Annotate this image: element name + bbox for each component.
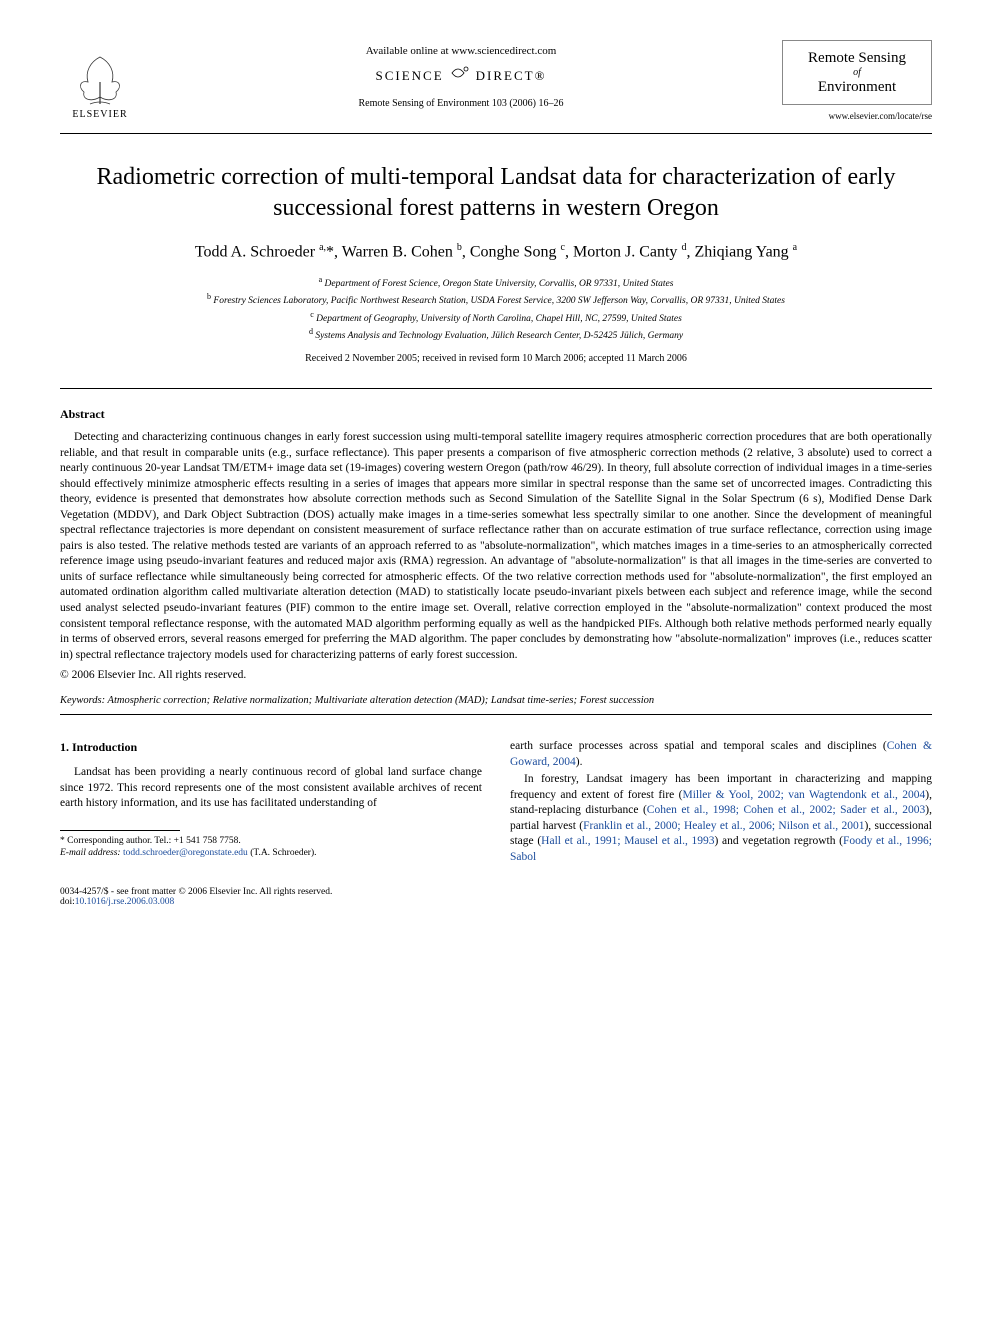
email-post: (T.A. Schroeder).	[250, 848, 316, 858]
keywords-list: Atmospheric correction; Relative normali…	[108, 695, 655, 706]
section-title: Introduction	[72, 740, 137, 754]
sd-swirl-icon	[448, 63, 472, 88]
page-footer: 0034-4257/$ - see front matter © 2006 El…	[60, 887, 932, 907]
ref-franklin-2000[interactable]: Franklin et al., 2000; Healey et al., 20…	[583, 820, 864, 832]
keywords-label: Keywords:	[60, 695, 105, 706]
doi-label: doi:	[60, 897, 75, 907]
ref-hall-1991[interactable]: Hall et al., 1991; Mausel et al., 1993	[541, 835, 714, 847]
elsevier-tree-icon	[70, 52, 130, 107]
affiliation-a: a Department of Forest Science, Oregon S…	[60, 274, 932, 291]
authors-line: Todd A. Schroeder a,*, Warren B. Cohen b…	[60, 242, 932, 261]
publisher-label: ELSEVIER	[72, 109, 127, 120]
available-online-text: Available online at www.sciencedirect.co…	[140, 45, 782, 57]
footnote-rule	[60, 830, 180, 831]
citation-line: Remote Sensing of Environment 103 (2006)…	[140, 98, 782, 109]
affiliation-c: c Department of Geography, University of…	[60, 309, 932, 326]
post-keywords-rule	[60, 714, 932, 715]
doi-value[interactable]: 10.1016/j.rse.2006.03.008	[75, 897, 174, 907]
journal-of: of	[787, 67, 927, 78]
abstract-copyright: © 2006 Elsevier Inc. All rights reserved…	[60, 669, 932, 681]
journal-cover-box: Remote Sensing of Environment	[782, 40, 932, 105]
front-matter-line: 0034-4257/$ - see front matter © 2006 El…	[60, 887, 332, 897]
pre-abstract-rule	[60, 388, 932, 389]
intro-para-2: In forestry, Landsat imagery has been im…	[510, 772, 932, 865]
journal-title-line2: Environment	[787, 78, 927, 96]
column-right: earth surface processes across spatial a…	[510, 739, 932, 867]
journal-box-wrapper: Remote Sensing of Environment www.elsevi…	[782, 40, 932, 121]
sd-word-right: DIRECT®	[476, 68, 547, 84]
body-columns: 1. Introduction Landsat has been providi…	[60, 739, 932, 867]
abstract-body: Detecting and characterizing continuous …	[60, 430, 932, 663]
p1-post: ).	[576, 756, 583, 768]
header-rule	[60, 133, 932, 134]
publisher-logo: ELSEVIER	[60, 40, 140, 120]
section-1-heading: 1. Introduction	[60, 739, 482, 755]
journal-title-line1: Remote Sensing	[787, 49, 927, 67]
affiliations: a Department of Forest Science, Oregon S…	[60, 274, 932, 344]
header-center: Available online at www.sciencedirect.co…	[140, 40, 782, 109]
corresponding-author-note: * Corresponding author. Tel.: +1 541 758…	[60, 835, 482, 847]
email-line: E-mail address: todd.schroeder@oregonsta…	[60, 847, 482, 859]
ref-cohen-1998[interactable]: Cohen et al., 1998; Cohen et al., 2002; …	[647, 804, 926, 816]
page-header: ELSEVIER Available online at www.science…	[60, 40, 932, 121]
footer-left: 0034-4257/$ - see front matter © 2006 El…	[60, 887, 332, 907]
doi-line: doi:10.1016/j.rse.2006.03.008	[60, 897, 332, 907]
ref-miller-yool[interactable]: Miller & Yool, 2002; van Wagtendonk et a…	[683, 789, 926, 801]
intro-para-1-cont: earth surface processes across spatial a…	[510, 739, 932, 770]
section-number: 1.	[60, 740, 69, 754]
email-label: E-mail address:	[60, 848, 121, 858]
article-title: Radiometric correction of multi-temporal…	[80, 162, 912, 224]
affiliation-d: d Systems Analysis and Technology Evalua…	[60, 326, 932, 343]
p1-pre: earth surface processes across spatial a…	[510, 740, 887, 752]
p2-m4: ) and vegetation regrowth (	[715, 835, 843, 847]
email-address[interactable]: todd.schroeder@oregonstate.edu	[123, 848, 248, 858]
column-left: 1. Introduction Landsat has been providi…	[60, 739, 482, 867]
abstract-heading: Abstract	[60, 407, 932, 422]
sd-word-left: SCIENCE	[376, 68, 444, 84]
sciencedirect-logo: SCIENCE DIRECT®	[140, 63, 782, 88]
article-dates: Received 2 November 2005; received in re…	[60, 353, 932, 364]
keywords-line: Keywords: Atmospheric correction; Relati…	[60, 695, 932, 706]
journal-url: www.elsevier.com/locate/rse	[782, 111, 932, 121]
affiliation-b: b Forestry Sciences Laboratory, Pacific …	[60, 291, 932, 308]
intro-para-1: Landsat has been providing a nearly cont…	[60, 765, 482, 812]
